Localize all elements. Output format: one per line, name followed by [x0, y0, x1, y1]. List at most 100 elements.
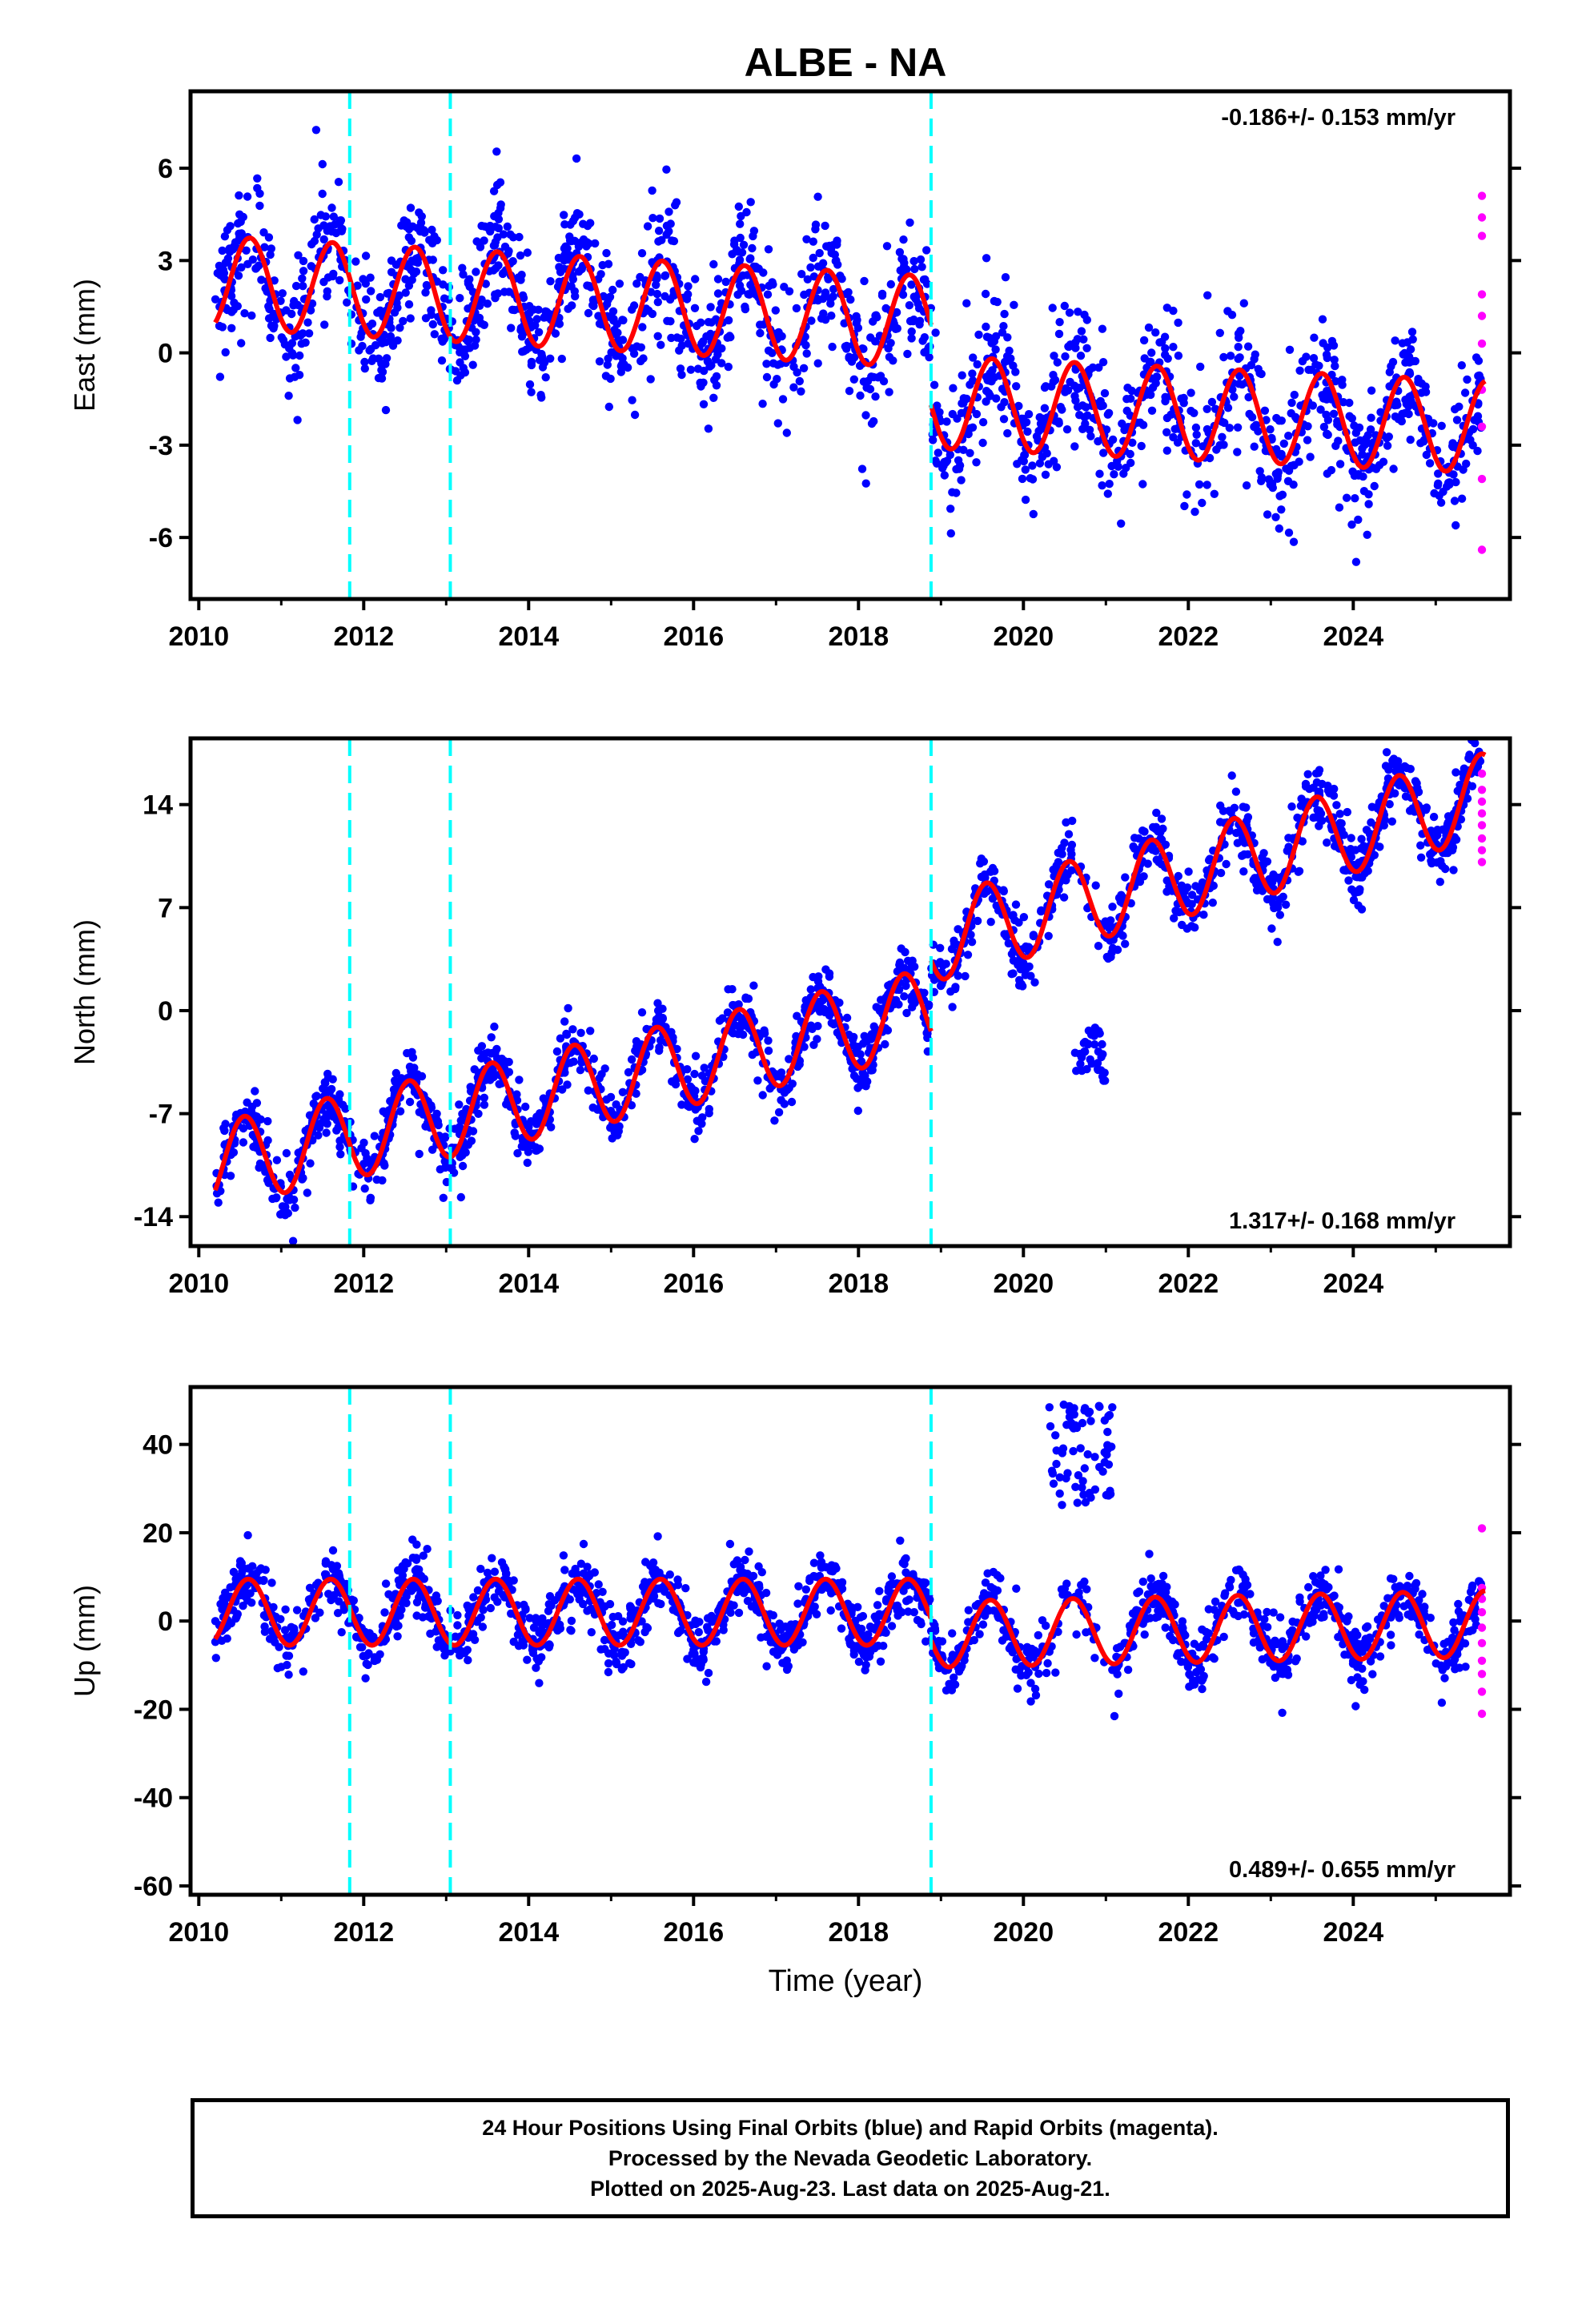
east-final-point	[257, 275, 266, 284]
east-final-point	[1011, 368, 1020, 376]
north-final-point	[1151, 822, 1161, 832]
east-final-point	[1203, 480, 1211, 489]
east-final-point	[507, 324, 516, 332]
east-final-point	[930, 380, 939, 389]
east-final-point	[1242, 481, 1251, 490]
y-tick-label: -3	[149, 431, 173, 461]
north-final-point	[1087, 1029, 1096, 1039]
north-final-point	[741, 994, 750, 1003]
north-final-point	[986, 867, 995, 876]
east-final-point	[809, 253, 817, 263]
east-frame	[188, 89, 1512, 601]
east-final-point	[653, 298, 662, 307]
up-final-point	[1026, 1679, 1035, 1687]
east-final-point	[831, 256, 841, 266]
up-final-point	[849, 1650, 858, 1659]
east-final-point	[237, 339, 246, 348]
east-final-point	[889, 356, 897, 365]
east-final-point	[564, 304, 572, 313]
north-final-point	[1004, 939, 1014, 948]
east-final-point	[404, 224, 414, 234]
up-final-point	[535, 1679, 544, 1687]
east-final-point	[1079, 335, 1088, 344]
north-final-point	[504, 1057, 513, 1067]
east-final-point	[219, 268, 229, 278]
east-final-point	[700, 366, 709, 376]
east-final-point	[604, 402, 613, 412]
east-final-point	[546, 277, 555, 286]
east-final-point	[873, 313, 881, 322]
east-final-point	[1162, 446, 1172, 455]
north-final-point	[491, 1048, 500, 1057]
east-final-point	[608, 307, 618, 316]
east-final-point	[1250, 442, 1259, 451]
north-final-point	[1323, 782, 1332, 790]
east-final-point	[836, 271, 845, 280]
north-final-point	[1184, 867, 1193, 876]
east-final-point	[1437, 421, 1446, 430]
east-final-point	[1019, 456, 1029, 466]
north-final-point	[433, 1117, 443, 1126]
east-final-point	[1234, 329, 1243, 338]
up-final-point	[490, 1567, 500, 1576]
east-final-point	[427, 310, 436, 320]
north-final-point	[907, 961, 917, 970]
north-final-point	[1259, 849, 1268, 858]
east-final-point	[668, 236, 677, 245]
north-final-point	[564, 1003, 572, 1013]
east-final-point	[833, 240, 841, 249]
east-final-point	[527, 388, 536, 396]
east-final-point	[534, 328, 544, 336]
east-final-point	[299, 282, 307, 291]
north-final-point	[1227, 771, 1236, 780]
east-final-point	[460, 368, 470, 377]
north-final-point	[521, 1102, 530, 1112]
east-final-point	[395, 291, 404, 300]
north-model-line-1	[929, 751, 1487, 982]
east-final-point	[1050, 376, 1060, 384]
north-final-point	[588, 1103, 597, 1112]
north-final-point	[1116, 897, 1125, 907]
up-final-point	[594, 1580, 603, 1589]
north-final-point	[827, 1019, 837, 1027]
east-final-point	[293, 416, 302, 424]
east-final-point	[946, 529, 956, 538]
east-final-point	[931, 456, 940, 465]
east-final-point	[1233, 423, 1243, 432]
north-final-point	[1076, 1059, 1085, 1068]
east-final-point	[213, 268, 222, 278]
east-final-point	[1322, 350, 1331, 360]
east-final-point	[1073, 335, 1082, 344]
east-final-point	[909, 256, 918, 266]
east-final-point	[1318, 315, 1327, 324]
north-final-point	[276, 1210, 285, 1219]
north-final-point	[1252, 880, 1261, 889]
up-final-point	[864, 1630, 873, 1639]
up-final-point	[1074, 1471, 1083, 1480]
up-final-point	[1355, 1680, 1364, 1689]
up-final-point	[380, 1608, 389, 1617]
north-final-point	[1204, 856, 1214, 865]
north-final-point	[825, 972, 834, 981]
north-final-point	[901, 981, 910, 991]
east-final-point	[895, 247, 905, 257]
east-final-point	[1238, 380, 1247, 389]
up-final-point	[520, 1600, 528, 1610]
north-final-point	[1427, 849, 1436, 858]
north-final-point	[495, 1080, 504, 1089]
east-final-point	[242, 246, 251, 255]
east-rapid-point	[1477, 231, 1487, 240]
east-final-point	[756, 320, 765, 329]
east-final-point	[437, 356, 447, 365]
east-final-point	[1414, 375, 1423, 384]
east-final-point	[905, 301, 914, 310]
up-final-point	[381, 1579, 391, 1588]
x-tick-label: 2024	[1323, 621, 1383, 652]
up-final-point	[1138, 1577, 1148, 1586]
east-final-point	[981, 289, 990, 299]
east-final-point	[756, 328, 765, 338]
north-final-point	[1098, 1039, 1106, 1049]
north-final-point	[1385, 800, 1394, 809]
east-final-point	[792, 304, 801, 313]
east-final-point	[386, 336, 395, 345]
